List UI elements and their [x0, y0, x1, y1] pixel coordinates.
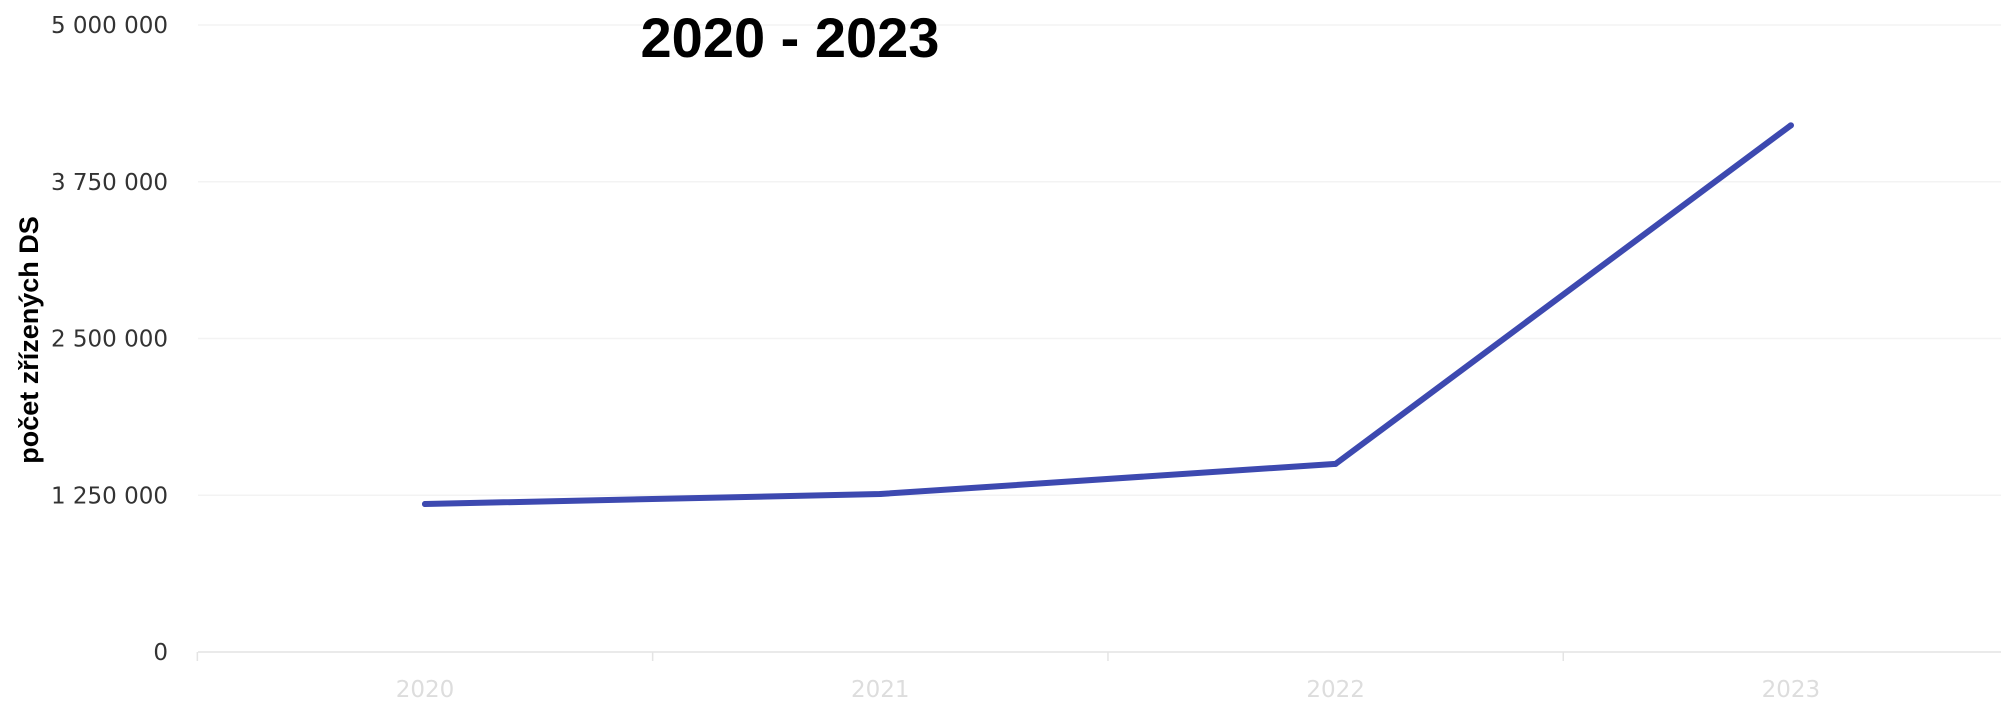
y-tick-label: 0 — [153, 640, 168, 666]
x-tick-label: 2020 — [396, 677, 455, 701]
y-tick-label: 5 000 000 — [51, 13, 168, 39]
data-point — [1332, 460, 1339, 467]
y-axis-label: počet zřízených DS — [14, 216, 44, 464]
data-point — [1787, 122, 1794, 129]
x-tick-label: 2021 — [851, 677, 910, 701]
x-tick-label: 2022 — [1306, 677, 1365, 701]
x-tick-labels: 2020 2021 2022 2023 — [396, 677, 1820, 701]
y-tick-label: 2 500 000 — [51, 327, 168, 353]
grid-layer — [198, 24, 2001, 496]
x-tick-label: 2023 — [1762, 677, 1821, 701]
axis-layer — [196, 651, 2001, 661]
y-tick-label: 1 250 000 — [51, 483, 168, 509]
y-tick-label: 3 750 000 — [51, 170, 168, 196]
data-point — [877, 490, 884, 497]
chart-title: 2020 - 2023 — [641, 6, 940, 69]
data-point — [422, 501, 428, 508]
series-line — [422, 122, 1794, 508]
y-tick-labels: 0 1 250 000 2 500 000 3 750 000 5 000 000 — [51, 13, 168, 666]
series-layer — [422, 122, 1794, 508]
